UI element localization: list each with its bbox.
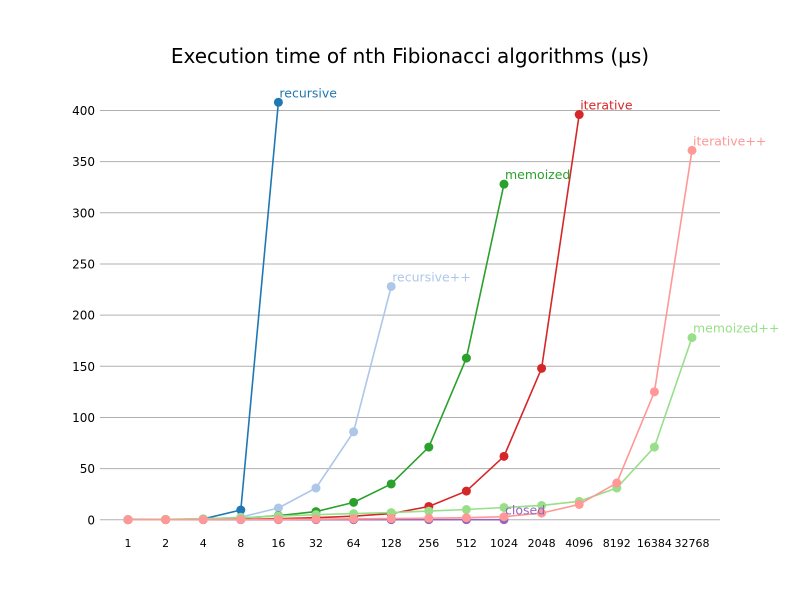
data-point <box>123 515 133 525</box>
data-point <box>424 442 434 452</box>
data-point <box>612 478 622 488</box>
series-line <box>127 337 693 521</box>
data-point <box>461 486 471 496</box>
series-iterativepppp <box>123 145 697 525</box>
data-point <box>424 506 434 516</box>
series-recursivepppp <box>123 281 396 525</box>
series-line <box>127 102 280 521</box>
data-point <box>461 505 471 515</box>
series-label: closed <box>505 503 545 518</box>
x-tick-label: 16 <box>271 537 285 550</box>
x-tick-label: 8 <box>237 537 244 550</box>
data-point <box>461 353 471 363</box>
y-tick-label: 150 <box>72 360 95 374</box>
data-point <box>236 514 246 524</box>
y-tick-label: 350 <box>72 155 95 169</box>
series-label: memoized++ <box>693 321 779 336</box>
x-tick-label: 16384 <box>637 537 672 550</box>
data-point <box>273 503 283 513</box>
y-tick-label: 250 <box>72 257 95 271</box>
data-point <box>349 427 359 437</box>
data-point <box>574 110 584 120</box>
grid-layer <box>100 109 720 521</box>
series-memoizedpppp <box>123 333 697 524</box>
data-point <box>311 483 321 493</box>
y-axis-ticks: 0 50 100 150 200 250 300 350 400 <box>72 104 95 527</box>
data-point <box>649 387 659 397</box>
y-tick-label: 50 <box>80 462 95 476</box>
data-point <box>386 479 396 489</box>
data-point <box>499 179 509 189</box>
data-point <box>499 512 509 522</box>
series-line <box>128 150 693 521</box>
data-point <box>499 502 509 512</box>
data-point <box>349 514 359 524</box>
data-point <box>161 515 171 525</box>
x-axis-ticks: 1 2 4 8 16 32 64 128 256 512 1024 2048 4096 8192 16384… <box>125 537 710 550</box>
data-point <box>461 513 471 523</box>
data-point <box>273 514 283 524</box>
x-tick-label: 2048 <box>528 537 556 550</box>
x-tick-label: 32768 <box>675 537 710 550</box>
y-tick-label: 200 <box>72 309 95 323</box>
x-tick-label: 128 <box>381 537 402 550</box>
x-tick-label: 4 <box>200 537 207 550</box>
series-label: iterative++ <box>693 133 766 148</box>
chart-title: Execution time of nth Fibionacci algorit… <box>171 44 649 68</box>
data-point <box>537 363 547 373</box>
y-tick-label: 100 <box>72 411 95 425</box>
x-tick-label: 2 <box>162 537 169 550</box>
x-tick-label: 32 <box>309 537 323 550</box>
series-label: recursive++ <box>392 269 471 284</box>
data-point <box>537 500 547 510</box>
data-point <box>537 508 547 518</box>
data-point <box>198 515 208 525</box>
data-point <box>386 281 396 291</box>
x-tick-label: 256 <box>418 537 439 550</box>
x-tick-label: 512 <box>456 537 477 550</box>
x-tick-label: 1 <box>125 537 132 550</box>
data-point <box>574 499 584 509</box>
data-point <box>273 97 283 107</box>
data-point <box>349 497 359 507</box>
data-point <box>687 145 697 155</box>
y-tick-label: 400 <box>72 104 95 118</box>
series-labels: recursive recursive++ memoized iterative clo… <box>279 85 779 517</box>
x-tick-label: 8192 <box>603 537 631 550</box>
y-tick-label: 0 <box>87 513 95 527</box>
series-layer <box>123 97 697 525</box>
series-line <box>127 183 505 521</box>
x-tick-label: 4096 <box>565 537 593 550</box>
y-tick-label: 300 <box>72 206 95 220</box>
series-line <box>127 286 392 521</box>
series-label: iterative <box>580 98 633 113</box>
data-point <box>424 513 434 523</box>
data-point <box>311 514 321 524</box>
series-label: memoized <box>505 167 570 182</box>
x-tick-label: 64 <box>347 537 361 550</box>
data-point <box>649 442 659 452</box>
data-point <box>236 505 246 515</box>
series-label: recursive <box>279 85 337 100</box>
data-point <box>386 514 396 524</box>
series-memoized <box>123 179 509 525</box>
x-tick-label: 1024 <box>490 537 518 550</box>
data-point <box>687 333 697 343</box>
data-point <box>499 451 509 461</box>
